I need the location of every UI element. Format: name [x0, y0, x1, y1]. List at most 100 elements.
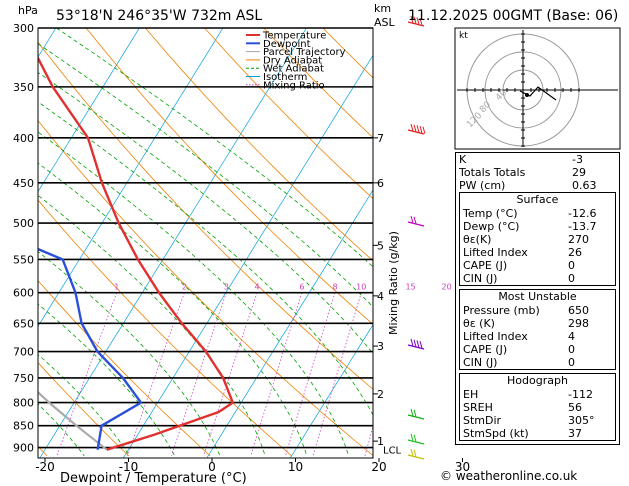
surface-index-row: Lifted Index 26 [460, 246, 615, 259]
mixing-ratio-line [127, 292, 185, 457]
pressure-tick-label: 550 [13, 253, 34, 266]
surface-index-value: 0 [568, 259, 575, 272]
pressure-tick-label: 350 [13, 81, 34, 94]
wind-barb-staff [407, 344, 425, 350]
x-tick-label: -10 [119, 460, 139, 474]
hodograph-indices-section: Hodograph EH -112 SREH 56 StmDir 305° StmSpd (… [459, 373, 616, 441]
index-row: Totals Totals 29 [456, 166, 619, 179]
most-unstable-index-row: θε (K) 298 [460, 317, 615, 330]
isotherm-line [123, 54, 373, 458]
km-tick-label: 4 [377, 290, 384, 303]
most-unstable-index-label: θε (K) [463, 317, 495, 330]
surface-index-row: CAPE (J) 0 [460, 259, 615, 272]
hodograph-index-value: -112 [568, 388, 593, 401]
surface-index-label: CAPE (J) [463, 259, 508, 272]
wind-barb-flag [410, 215, 414, 224]
hodograph-index-value: 37 [568, 427, 582, 440]
location-title: 53°18'N 246°35'W 732m ASL [56, 8, 262, 24]
pressure-tick-label: 800 [13, 397, 34, 410]
wind-barb-flag [413, 339, 417, 347]
x-tick-label: 10 [288, 460, 303, 474]
wind-barb-flag [419, 125, 423, 134]
wet-adiabat-line [38, 101, 373, 416]
hodograph-index-row: StmSpd (kt) 37 [460, 427, 615, 440]
wind-barb-flag [413, 16, 417, 24]
mixing-ratio-value-label: 3 [224, 283, 229, 292]
most-unstable-index-label: Lifted Index [463, 330, 528, 343]
mixing-ratio-line [312, 292, 362, 457]
surface-index-value: -12.6 [568, 207, 597, 220]
most-unstable-index-value: 650 [568, 304, 589, 317]
indices-panel: K -3 Totals Totals 29 PW (cm) 0.63 Surface Te… [455, 152, 620, 445]
surface-index-row: CIN (J) 0 [460, 272, 615, 285]
wind-barb-flag [422, 126, 426, 134]
most-unstable-index-row: Pressure (mb) 650 [460, 304, 615, 317]
x-tick-label: 20 [371, 460, 386, 474]
wind-barb-flag [413, 124, 417, 132]
km-unit-label: km [374, 2, 391, 15]
x-tick-label: -20 [35, 460, 55, 474]
dry-adiabat-line [38, 362, 129, 457]
hodograph-index-row: SREH 56 [460, 401, 615, 414]
dry-adiabat-line [145, 28, 373, 262]
wet-adiabat-line [38, 162, 308, 457]
surface-index-label: Temp (°C) [463, 207, 518, 220]
mixing-ratio-value-label: 8 [332, 283, 337, 292]
isobars [38, 27, 373, 449]
km-tick-label: 2 [377, 388, 384, 401]
wind-barb-flag [416, 340, 420, 348]
wind-barb-flag [413, 216, 417, 224]
isotherm-line [206, 189, 373, 458]
dry-adiabat-line [38, 199, 292, 457]
km-tick-label: 1 [377, 435, 384, 448]
storm-motion-marker [525, 93, 529, 97]
surface-index-value: 0 [568, 272, 575, 285]
mixing-ratio-value-label: 15 [405, 283, 415, 292]
mixing-ratio-value-label: 6 [299, 283, 304, 292]
index-row: K -3 [456, 153, 619, 166]
most-unstable-index-value: 4 [568, 330, 575, 343]
surface-index-value: 26 [568, 246, 582, 259]
surface-section: Surface Temp (°C) -12.6 Dewp (°C) -13.7 θε(K… [459, 192, 616, 286]
wind-barb-flag [410, 15, 414, 24]
index-value: 29 [572, 166, 586, 179]
wind-barb-staff [407, 21, 425, 27]
km-tick-label: 5 [377, 239, 384, 252]
hodograph-index-label: SREH [463, 401, 493, 414]
dry-adiabat-line [204, 28, 373, 200]
hodograph-index-label: StmDir [463, 414, 502, 427]
wet-adiabat-line [56, 28, 373, 268]
pressure-tick-label: 600 [13, 287, 34, 300]
index-value: -3 [572, 153, 583, 166]
hodograph-unit-label: kt [459, 31, 468, 41]
surface-index-row: Temp (°C) -12.6 [460, 207, 615, 220]
legend-label: Isotherm [263, 72, 307, 83]
legend-label: Dry Adiabat [263, 55, 322, 66]
pressure-unit-label: hPa [18, 4, 38, 17]
mixing-ratio-value-label: 10 [356, 283, 366, 292]
wet-adiabat-line [38, 131, 350, 457]
wind-barb-staff [407, 454, 425, 460]
isotherm-line [290, 324, 373, 458]
index-label: K [459, 153, 467, 166]
wind-barb-staff [407, 129, 425, 135]
mixing-ratio-line [203, 292, 258, 457]
legend-label: Mixing Ratio [263, 80, 325, 91]
mixing-ratio-value-label: 2 [182, 283, 187, 292]
wind-barb-flag [419, 17, 423, 26]
indices-top: K -3 Totals Totals 29 PW (cm) 0.63 [456, 153, 619, 192]
wind-barb-flag [413, 449, 417, 457]
temperature-line [38, 55, 235, 451]
wind-barb-staff [407, 221, 425, 227]
wind-barb-flag [410, 448, 414, 457]
surface-index-value: 270 [568, 233, 589, 246]
mixing-ratio-line [403, 293, 447, 456]
hodograph-index-value: 56 [568, 401, 582, 414]
lcl-label: LCL [383, 446, 402, 457]
km-tick-label: 6 [377, 177, 384, 190]
wind-barb-staff [407, 439, 425, 445]
pressure-tick-label: 300 [13, 22, 34, 35]
